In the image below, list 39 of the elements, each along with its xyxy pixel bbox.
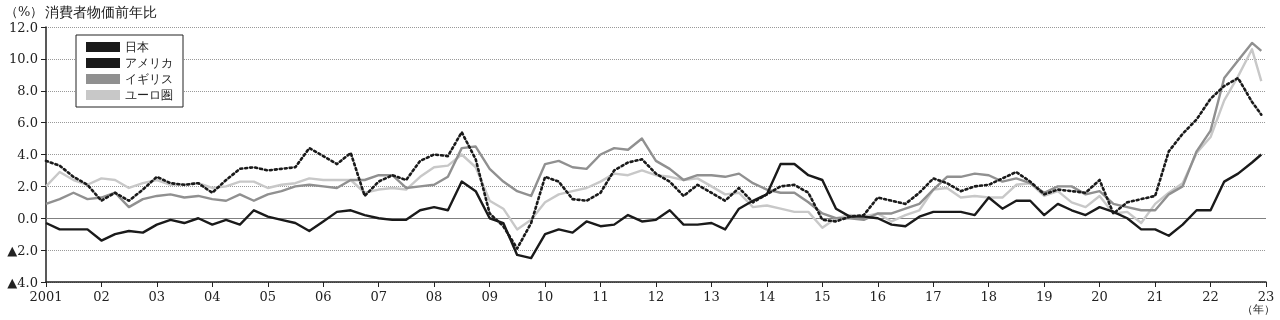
legend-label: イギリス xyxy=(125,72,173,86)
y-tick-label: 10.0 xyxy=(9,51,38,67)
x-axis-title: （年） xyxy=(1242,303,1275,316)
x-tick-label: 04 xyxy=(203,289,221,304)
x-tick-label: 11 xyxy=(592,289,609,304)
y-tick-label: 4.0 xyxy=(17,147,38,162)
x-tick-label: 06 xyxy=(314,289,332,304)
x-tick-label: 22 xyxy=(1202,289,1219,304)
x-tick-label: 07 xyxy=(370,289,387,304)
legend-label: アメリカ xyxy=(125,56,173,70)
chart-title: 消費者物価前年比 xyxy=(45,4,157,20)
y-tick-label: 2.0 xyxy=(17,178,38,194)
y-tick-label: 12.0 xyxy=(9,19,38,35)
x-tick-label: 13 xyxy=(703,289,720,304)
legend-label: ユーロ圏 xyxy=(125,88,173,102)
x-tick-label: 12 xyxy=(647,289,665,304)
x-tick-label: 19 xyxy=(1035,289,1053,304)
x-tick-label: 20 xyxy=(1091,289,1108,304)
x-tick-label: 09 xyxy=(481,289,498,304)
x-tick-label: 18 xyxy=(980,289,998,304)
legend-label: 日本 xyxy=(125,40,149,54)
x-tick-label: 03 xyxy=(148,289,166,304)
x-tick-label: 21 xyxy=(1146,289,1164,304)
x-tick-label: 08 xyxy=(425,289,443,304)
y-tick-label: 0.0 xyxy=(17,210,38,226)
x-tick-label: 10 xyxy=(536,289,554,304)
y-tick-label: ▲2.0 xyxy=(7,242,38,258)
x-tick-label: 17 xyxy=(925,289,942,304)
y-tick-label: 8.0 xyxy=(17,83,38,99)
x-tick-label: 16 xyxy=(869,289,887,304)
x-tick-label: 15 xyxy=(814,289,831,304)
y-tick-label: ▲4.0 xyxy=(7,274,38,290)
y-tick-label: 6.0 xyxy=(17,115,38,131)
x-tick-label: 05 xyxy=(259,289,277,304)
x-tick-label: 02 xyxy=(93,289,110,304)
x-tick-label: 23 xyxy=(1257,289,1275,304)
x-tick-label: 14 xyxy=(758,289,776,304)
y-axis-title: （%） xyxy=(5,4,44,19)
x-tick-label: 2001 xyxy=(29,289,63,304)
